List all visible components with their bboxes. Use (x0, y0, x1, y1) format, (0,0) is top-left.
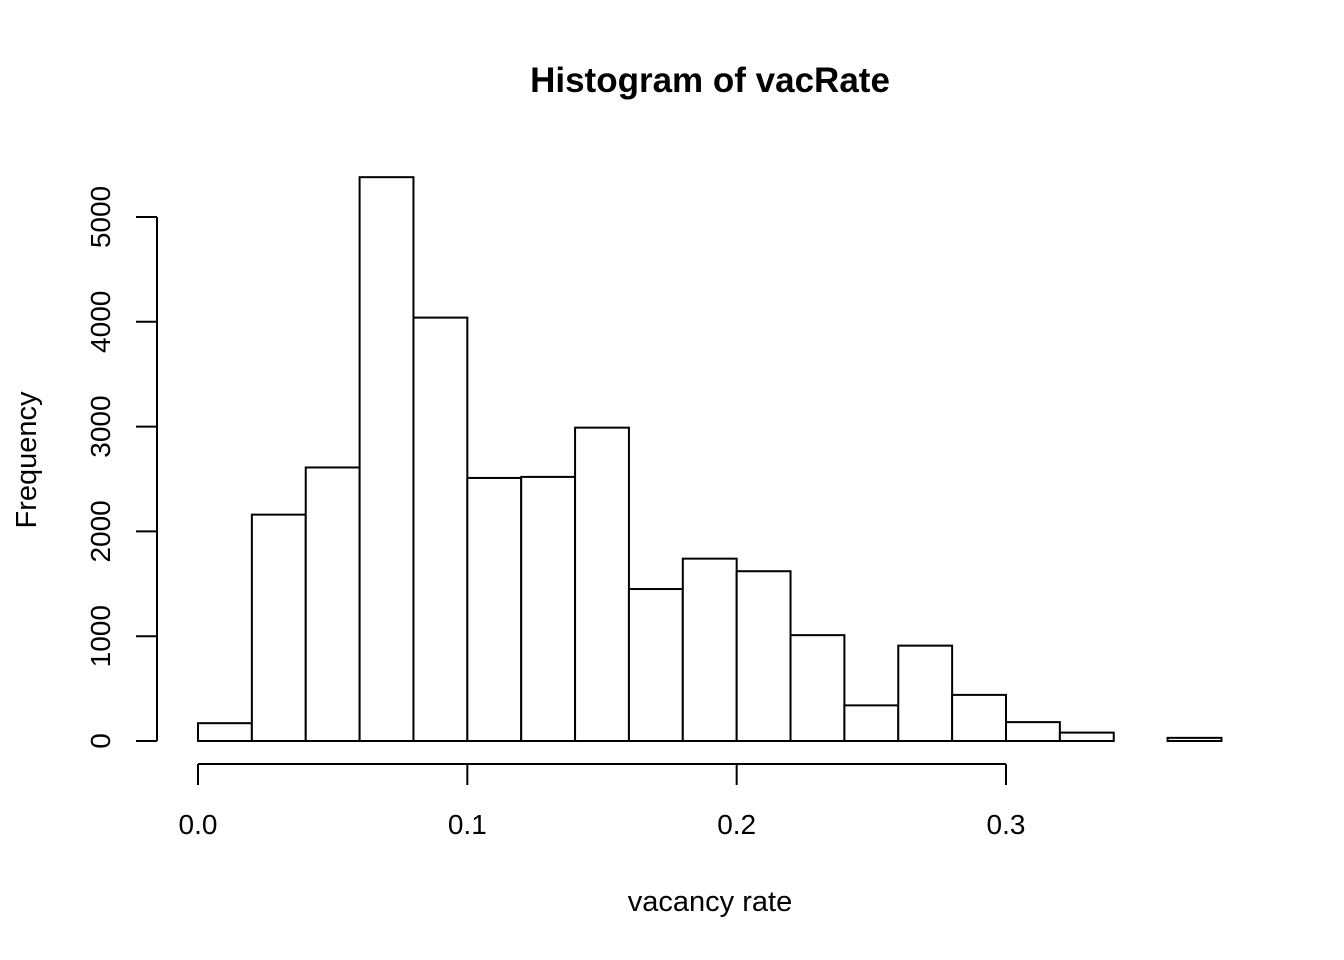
chart-title: Histogram of vacRate (530, 61, 890, 100)
histogram-bar (358, 176, 415, 742)
x-axis: 0.0 0.1 0.2 0.3 (179, 763, 1026, 840)
histogram-bar (520, 475, 577, 742)
x-tick-label: 0.1 (448, 809, 487, 840)
histogram-bar (897, 644, 954, 743)
x-tick-label: 0.2 (717, 809, 756, 840)
y-tick-label: 1000 (85, 605, 116, 667)
histogram-bar (1166, 736, 1223, 743)
y-tick-label: 2000 (85, 500, 116, 562)
y-tick-label: 0 (85, 733, 116, 749)
histogram-bar (304, 466, 361, 742)
histogram-bar (735, 570, 792, 742)
bars-group (197, 176, 1223, 743)
histogram-bar (412, 316, 469, 742)
y-axis: 0 1000 2000 3000 4000 5000 (85, 186, 158, 749)
histogram-bar (250, 513, 307, 743)
y-tick-label: 5000 (85, 186, 116, 248)
x-axis-title: vacancy rate (628, 886, 792, 918)
histogram-bar (789, 634, 846, 742)
y-tick-label: 3000 (85, 395, 116, 457)
histogram-bar (1005, 721, 1061, 742)
histogram-bar (197, 722, 253, 743)
x-tick-label: 0.0 (179, 809, 218, 840)
y-axis-title: Frequency (11, 391, 43, 529)
x-tick-label: 0.3 (987, 809, 1026, 840)
histogram-bar (627, 588, 684, 742)
y-tick-label: 4000 (85, 291, 116, 353)
histogram-bar (951, 693, 1008, 742)
histogram-bar (466, 476, 523, 742)
histogram-bar (843, 704, 900, 742)
histogram-bar (1058, 731, 1115, 743)
histogram-bar (574, 426, 630, 742)
histogram-bar (681, 557, 738, 743)
